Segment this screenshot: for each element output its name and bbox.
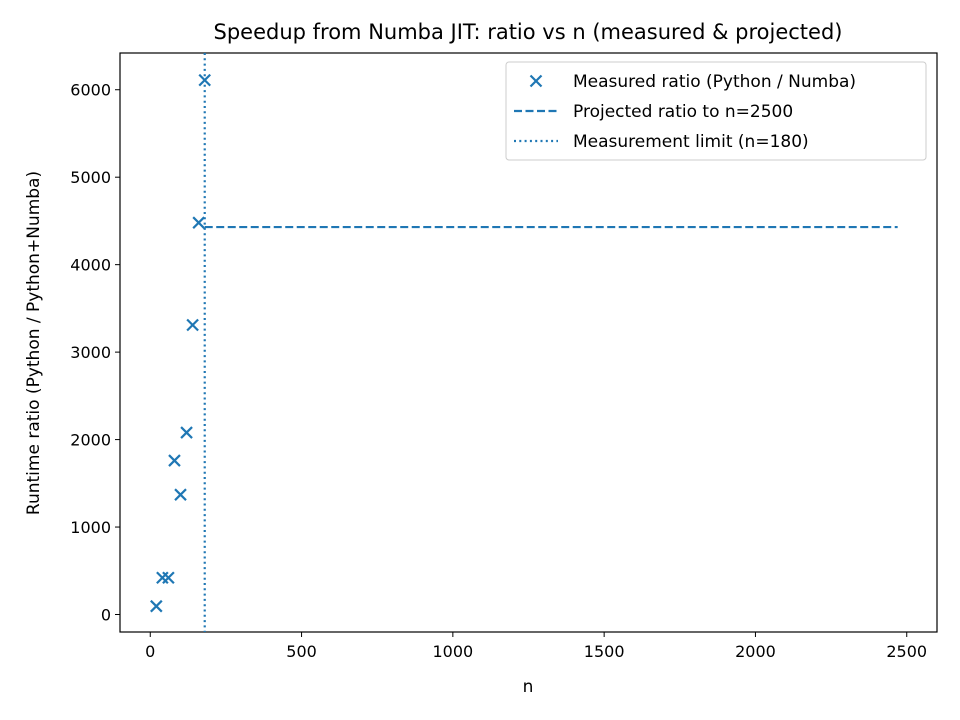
legend-label-projected: Projected ratio to n=2500	[573, 102, 793, 122]
legend-item-projected: Projected ratio to n=2500	[514, 102, 793, 122]
data-point-marker	[162, 571, 175, 585]
chart-title: Speedup from Numba JIT: ratio vs n (meas…	[214, 20, 843, 44]
y-tick-label: 0	[101, 606, 111, 625]
data-point-marker	[198, 73, 212, 87]
data-point-marker	[168, 454, 181, 467]
y-axis: 0 1000 2000 3000 4000 5000 6000	[70, 81, 120, 625]
x-tick-label: 0	[145, 642, 155, 661]
data-point-marker	[150, 599, 163, 613]
x-tick-label: 2000	[735, 642, 776, 661]
x-tick-label: 500	[286, 642, 317, 661]
y-tick-label: 6000	[70, 81, 111, 100]
y-tick-label: 4000	[70, 256, 111, 275]
x-axis: 0 500 1000 1500 2000 2500	[145, 632, 927, 661]
data-point-marker	[156, 571, 169, 585]
legend-item-measured: Measured ratio (Python / Numba)	[529, 72, 856, 92]
legend-marker-x	[529, 74, 543, 88]
x-tick-label: 2500	[886, 642, 927, 661]
x-axis-label: n	[523, 677, 534, 697]
legend-item-limit: Measurement limit (n=180)	[514, 132, 809, 152]
y-axis-label: Runtime ratio (Python / Python+Numba)	[24, 171, 44, 515]
series-layer	[150, 53, 898, 632]
data-point-marker	[174, 488, 187, 501]
data-point-marker	[192, 216, 205, 229]
x-tick-label: 1000	[432, 642, 473, 661]
y-tick-label: 1000	[70, 518, 111, 537]
data-point-marker	[186, 318, 199, 332]
y-tick-label: 3000	[70, 343, 111, 362]
legend-box	[505, 61, 927, 161]
legend-x-glyph	[529, 74, 543, 88]
legend-label-limit: Measurement limit (n=180)	[573, 132, 809, 152]
y-tick-label: 5000	[70, 168, 111, 187]
y-tick-label: 2000	[70, 431, 111, 450]
legend: Measured ratio (Python / Numba) Projecte…	[505, 61, 927, 161]
x-tick-label: 1500	[584, 642, 625, 661]
legend-label-measured: Measured ratio (Python / Numba)	[573, 72, 856, 92]
data-point-marker	[180, 426, 193, 439]
plot-area	[119, 52, 938, 633]
